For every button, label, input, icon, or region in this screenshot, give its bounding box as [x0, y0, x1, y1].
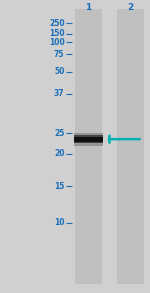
- Text: 250: 250: [49, 19, 64, 28]
- Text: 2: 2: [127, 3, 134, 12]
- Bar: [74, 137, 103, 142]
- Text: 150: 150: [49, 29, 64, 38]
- Text: 100: 100: [49, 38, 64, 47]
- Text: 10: 10: [54, 218, 64, 227]
- Bar: [75, 9, 102, 284]
- Bar: [117, 9, 144, 284]
- Text: 37: 37: [54, 89, 64, 98]
- Text: 1: 1: [85, 3, 92, 12]
- Bar: [74, 132, 103, 146]
- Bar: [74, 135, 103, 143]
- Text: 50: 50: [54, 67, 64, 76]
- Text: 20: 20: [54, 149, 64, 158]
- Text: 15: 15: [54, 182, 64, 190]
- Text: 25: 25: [54, 129, 64, 138]
- Text: 75: 75: [54, 50, 64, 59]
